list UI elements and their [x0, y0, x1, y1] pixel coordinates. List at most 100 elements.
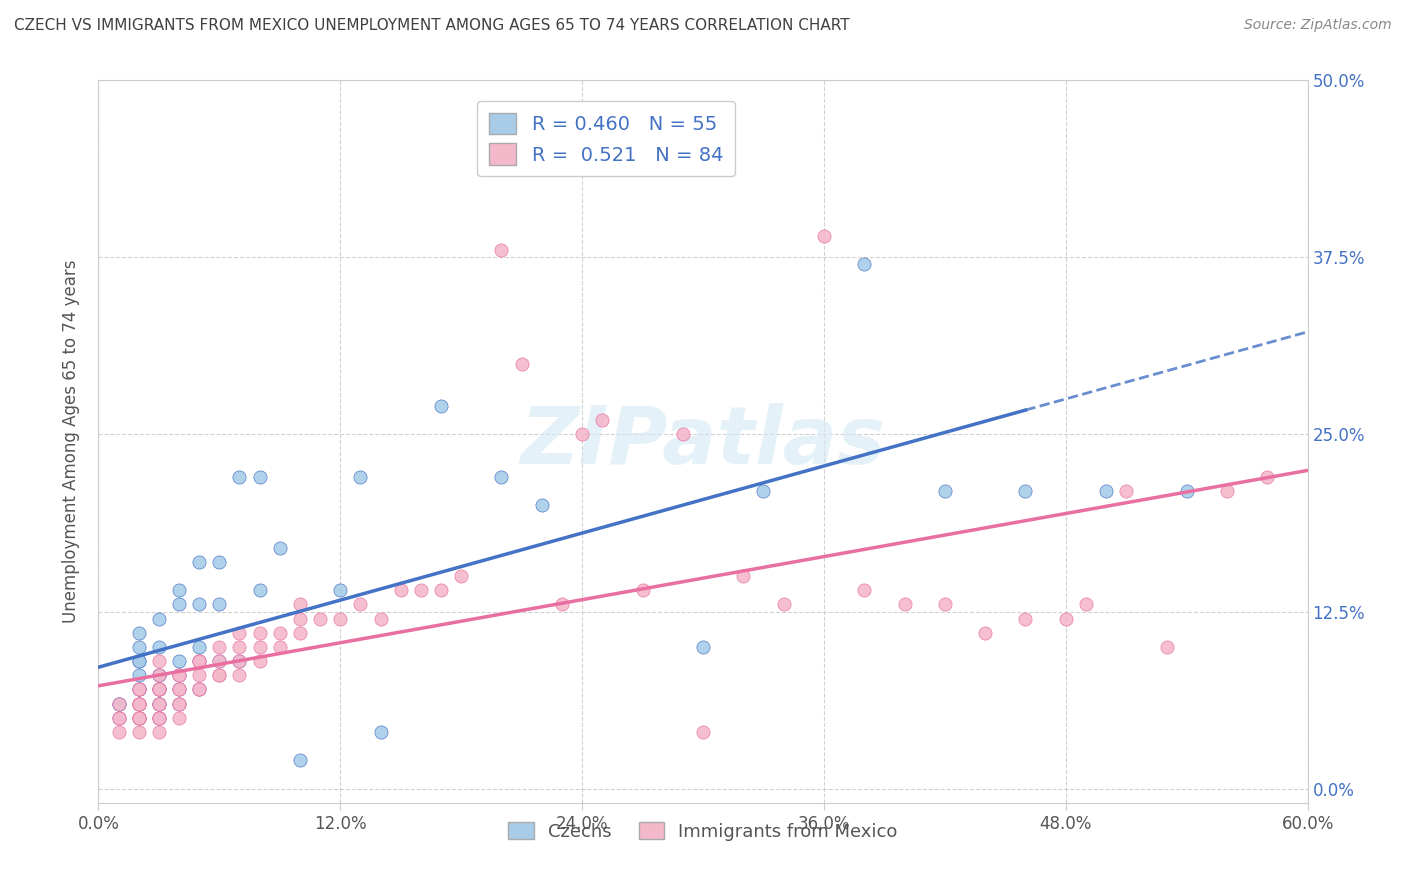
Point — [188, 598, 211, 612]
Point — [167, 668, 190, 682]
Point — [208, 668, 231, 682]
Point — [510, 357, 533, 371]
Point — [1054, 612, 1077, 626]
Point — [167, 682, 190, 697]
Point — [772, 598, 794, 612]
Point — [148, 682, 170, 697]
Point — [148, 697, 170, 711]
Point — [167, 697, 190, 711]
Point — [813, 229, 835, 244]
Text: CZECH VS IMMIGRANTS FROM MEXICO UNEMPLOYMENT AMONG AGES 65 TO 74 YEARS CORRELATI: CZECH VS IMMIGRANTS FROM MEXICO UNEMPLOY… — [14, 18, 849, 33]
Point — [128, 711, 150, 725]
Point — [288, 753, 311, 767]
Legend: Czechs, Immigrants from Mexico: Czechs, Immigrants from Mexico — [501, 814, 905, 848]
Point — [188, 682, 211, 697]
Point — [148, 711, 170, 725]
Point — [692, 640, 714, 654]
Point — [692, 725, 714, 739]
Point — [128, 682, 150, 697]
Point — [1115, 484, 1137, 499]
Point — [571, 427, 593, 442]
Point — [389, 583, 412, 598]
Point — [208, 668, 231, 682]
Point — [733, 569, 755, 583]
Point — [107, 725, 129, 739]
Point — [128, 625, 150, 640]
Point — [269, 541, 291, 555]
Point — [491, 244, 513, 258]
Point — [148, 668, 170, 682]
Point — [148, 711, 170, 725]
Point — [1175, 484, 1198, 499]
Point — [188, 668, 211, 682]
Point — [167, 668, 190, 682]
Point — [167, 654, 190, 668]
Point — [1095, 484, 1118, 499]
Point — [752, 484, 775, 499]
Point — [167, 598, 190, 612]
Point — [349, 598, 371, 612]
Point — [128, 682, 150, 697]
Point — [167, 697, 190, 711]
Point — [128, 697, 150, 711]
Point — [148, 668, 170, 682]
Point — [208, 598, 231, 612]
Point — [148, 682, 170, 697]
Point — [450, 569, 472, 583]
Point — [269, 640, 291, 654]
Point — [370, 725, 392, 739]
Point — [107, 697, 129, 711]
Text: ZIPatlas: ZIPatlas — [520, 402, 886, 481]
Point — [128, 697, 150, 711]
Point — [167, 711, 190, 725]
Point — [530, 498, 553, 512]
Point — [107, 711, 129, 725]
Point — [128, 654, 150, 668]
Point — [128, 697, 150, 711]
Point — [228, 654, 250, 668]
Point — [249, 470, 271, 484]
Point — [853, 583, 876, 598]
Point — [309, 612, 332, 626]
Point — [430, 583, 453, 598]
Point — [208, 555, 231, 569]
Point — [188, 555, 211, 569]
Point — [208, 640, 231, 654]
Point — [269, 625, 291, 640]
Point — [208, 654, 231, 668]
Point — [188, 654, 211, 668]
Point — [288, 598, 311, 612]
Point — [148, 640, 170, 654]
Point — [107, 711, 129, 725]
Text: Source: ZipAtlas.com: Source: ZipAtlas.com — [1244, 18, 1392, 32]
Point — [148, 682, 170, 697]
Point — [167, 668, 190, 682]
Point — [1216, 484, 1239, 499]
Point — [329, 612, 352, 626]
Point — [167, 583, 190, 598]
Point — [148, 612, 170, 626]
Point — [430, 399, 453, 413]
Point — [128, 711, 150, 725]
Point — [128, 682, 150, 697]
Point — [148, 682, 170, 697]
Point — [188, 640, 211, 654]
Point — [128, 725, 150, 739]
Point — [228, 625, 250, 640]
Point — [128, 654, 150, 668]
Point — [128, 697, 150, 711]
Point — [167, 697, 190, 711]
Point — [288, 612, 311, 626]
Y-axis label: Unemployment Among Ages 65 to 74 years: Unemployment Among Ages 65 to 74 years — [62, 260, 80, 624]
Point — [188, 682, 211, 697]
Point — [853, 257, 876, 271]
Point — [349, 470, 371, 484]
Point — [107, 697, 129, 711]
Point — [228, 640, 250, 654]
Point — [1014, 484, 1036, 499]
Point — [974, 625, 997, 640]
Point — [128, 640, 150, 654]
Point — [228, 470, 250, 484]
Point — [249, 625, 271, 640]
Point — [409, 583, 432, 598]
